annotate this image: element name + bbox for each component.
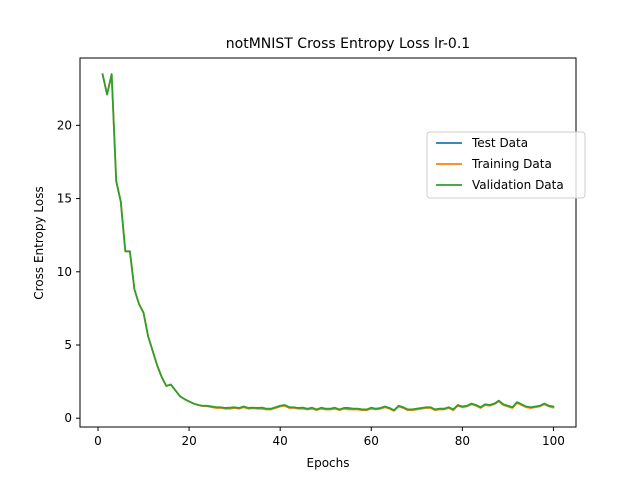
x-tick-label: 40 (273, 434, 288, 448)
series-line-validation-data (101, 73, 555, 412)
legend-label-test-data: Test Data (471, 136, 528, 150)
legend-box (426, 131, 586, 199)
legend-label-validation-data: Validation Data (472, 178, 564, 192)
x-tick-label: 20 (181, 434, 196, 448)
chart-title: notMNIST Cross Entropy Loss lr-0.1 (226, 36, 470, 52)
x-axis-label: Epochs (307, 456, 350, 470)
x-tick-label: 80 (455, 434, 470, 448)
x-tick-label: 0 (94, 434, 102, 448)
y-tick-label: 5 (64, 338, 72, 352)
y-tick-label: 20 (57, 118, 72, 132)
x-axis-ticks: 0 20 40 60 80 100 (94, 427, 565, 448)
plot-frame (79, 57, 577, 428)
y-tick-label: 0 (64, 411, 72, 425)
y-axis-ticks: 0 5 10 15 20 (57, 118, 80, 425)
series-layer (101, 73, 555, 412)
legend: Test Data Training Data Validation Data (426, 131, 586, 199)
y-axis-label: Cross Entropy Loss (32, 186, 46, 299)
x-tick-label: 100 (542, 434, 565, 448)
x-tick-label: 60 (364, 434, 379, 448)
plot-area (80, 58, 576, 427)
y-tick-label: 10 (57, 265, 72, 279)
legend-label-training-data: Training Data (471, 157, 552, 171)
y-tick-label: 15 (57, 192, 72, 206)
